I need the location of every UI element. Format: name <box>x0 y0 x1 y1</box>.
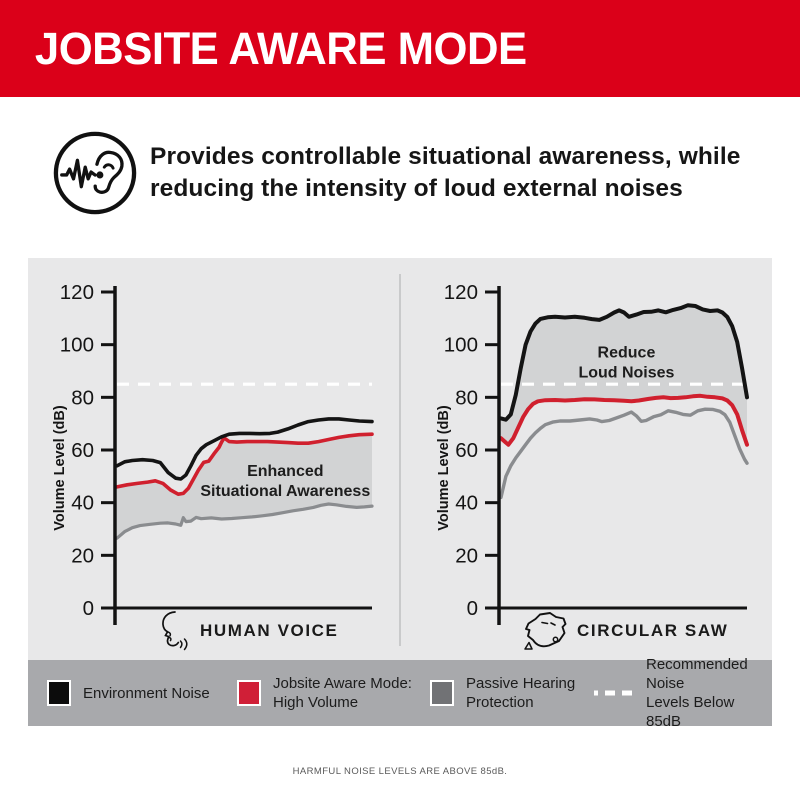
y-tick-label: 80 <box>71 386 94 409</box>
chart-divider <box>399 274 401 646</box>
series-line-passive-hearing-protection <box>115 502 374 540</box>
series-line-environment-noise <box>499 303 749 422</box>
y-tick-label: 0 <box>83 597 94 620</box>
legend-label: Passive Hearing Protection <box>466 675 576 711</box>
footer-note: HARMFUL NOISE LEVELS ARE ABOVE 85dB. <box>292 766 508 777</box>
legend-item-passive-hearing: Passive Hearing Protection <box>430 660 575 726</box>
legend-label: Environment Noise <box>83 684 210 702</box>
y-tick-label: 60 <box>455 439 478 462</box>
legend-item-environment-noise: Environment Noise <box>47 660 210 726</box>
circular-saw-label: CIRCULAR SAW <box>577 621 729 640</box>
band-annotation: Enhanced <box>247 463 323 480</box>
jobsite-aware-mode-swatch <box>237 680 261 706</box>
legend-label: Jobsite Aware Mode: High Volume <box>273 675 412 711</box>
band-annotation: Loud Noises <box>578 365 674 382</box>
y-tick-label: 0 <box>467 597 478 620</box>
header-banner: JOBSITE AWARE MODE <box>0 0 800 97</box>
circular-saw-title-row: CIRCULAR SAW <box>522 610 728 652</box>
y-tick-label: 40 <box>455 492 478 515</box>
y-tick-label: 80 <box>455 386 478 409</box>
dashed-line-icon <box>594 690 634 696</box>
y-tick-label: 100 <box>60 334 94 357</box>
legend-item-jobsite-aware-mode: Jobsite Aware Mode: High Volume <box>237 660 412 726</box>
hearing-awareness-icon <box>53 131 137 215</box>
human-voice-title-row: HUMAN VOICE <box>158 610 339 652</box>
circular-saw-chart: Reduce Loud Noises 0 20 40 60 80 100 120 Volume L… <box>436 281 749 625</box>
shaded-band <box>117 434 372 539</box>
environment-noise-swatch <box>47 680 71 706</box>
y-tick-label: 20 <box>71 544 94 567</box>
human-voice-chart: Enhanced Situational Awareness 0 20 40 60 80 10… <box>52 281 374 625</box>
y-tick-label: 60 <box>71 439 94 462</box>
y-tick-label: 100 <box>444 334 478 357</box>
chart-panel: Enhanced Situational Awareness 0 20 40 60 80 10… <box>28 258 772 660</box>
y-tick-label: 120 <box>60 281 94 304</box>
y-tick-label: 120 <box>444 281 478 304</box>
series-line-passive-hearing-protection <box>499 407 749 500</box>
circular-saw-icon <box>524 612 567 650</box>
legend-bar: Environment Noise Jobsite Aware Mode: Hi… <box>28 656 772 730</box>
page-title: JOBSITE AWARE MODE <box>34 22 527 74</box>
band-annotation: Situational Awareness <box>200 483 370 500</box>
legend-item-recommended-levels: Recommended Noise Levels Below 85dB <box>594 656 772 730</box>
passive-hearing-swatch <box>430 680 454 706</box>
y-tick-label: 40 <box>71 492 94 515</box>
y-tick-label: 20 <box>455 544 478 567</box>
intro-description: Provides controllable situational awaren… <box>150 143 741 202</box>
human-voice-icon <box>162 611 188 651</box>
legend-label: Recommended Noise Levels Below 85dB <box>646 656 748 730</box>
band-annotation: Reduce <box>598 345 656 362</box>
human-voice-label: HUMAN VOICE <box>200 621 339 640</box>
y-axis-title: Volume Level (dB) <box>52 405 68 531</box>
series-line-jobsite-aware-mode-high-volume <box>115 432 374 496</box>
series-line-jobsite-aware-mode-high-volume <box>499 393 749 447</box>
y-axis-title: Volume Level (dB) <box>436 405 452 531</box>
series-line-environment-noise <box>115 417 374 481</box>
shaded-band <box>501 305 747 445</box>
